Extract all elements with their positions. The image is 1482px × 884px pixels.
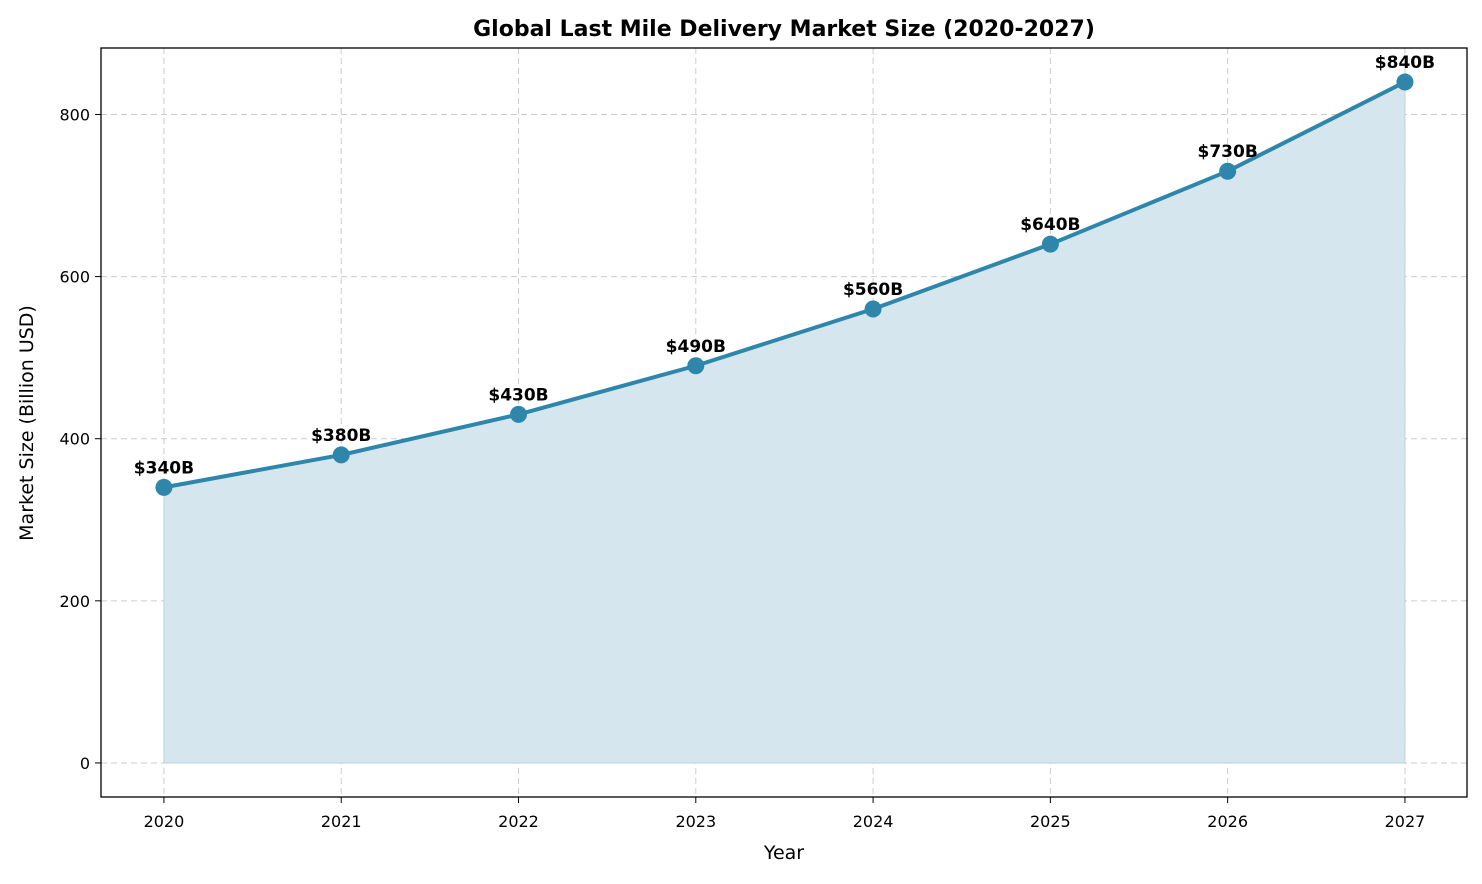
y-axis-label: Market Size (Billion USD) bbox=[16, 305, 38, 541]
data-label: $640B bbox=[1020, 215, 1080, 235]
x-tick-label: 2022 bbox=[498, 812, 539, 831]
data-label: $560B bbox=[843, 280, 903, 300]
x-tick-label: 2024 bbox=[853, 812, 894, 831]
y-tick-label: 400 bbox=[59, 430, 90, 449]
x-tick-label: 2027 bbox=[1385, 812, 1426, 831]
data-point bbox=[332, 446, 350, 464]
x-tick-label: 2025 bbox=[1030, 812, 1071, 831]
y-tick-label: 800 bbox=[59, 105, 90, 124]
data-point bbox=[510, 405, 528, 423]
data-point bbox=[1041, 235, 1059, 253]
data-point bbox=[1219, 162, 1237, 180]
chart-title: Global Last Mile Delivery Market Size (2… bbox=[473, 17, 1095, 42]
data-label: $490B bbox=[666, 337, 726, 357]
area-fill bbox=[163, 81, 1406, 764]
data-point bbox=[687, 357, 705, 375]
y-tick-label: 600 bbox=[59, 268, 90, 287]
plot-frame bbox=[100, 47, 1468, 798]
y-tick-label: 0 bbox=[80, 754, 90, 773]
series-line bbox=[163, 80, 1406, 490]
data-label: $730B bbox=[1198, 142, 1258, 162]
data-point bbox=[864, 300, 882, 318]
x-tick-label: 2020 bbox=[144, 812, 185, 831]
x-tick-label: 2026 bbox=[1207, 812, 1248, 831]
data-point bbox=[1396, 73, 1414, 91]
data-label: $430B bbox=[488, 385, 548, 405]
x-axis-label: Year bbox=[763, 842, 804, 864]
data-label: $840B bbox=[1375, 53, 1435, 73]
x-tick-label: 2023 bbox=[675, 812, 716, 831]
y-tick-label: 200 bbox=[59, 592, 90, 611]
data-label: $340B bbox=[134, 458, 194, 478]
x-tick-label: 2021 bbox=[321, 812, 362, 831]
data-point bbox=[155, 478, 173, 496]
data-label: $380B bbox=[311, 426, 371, 446]
